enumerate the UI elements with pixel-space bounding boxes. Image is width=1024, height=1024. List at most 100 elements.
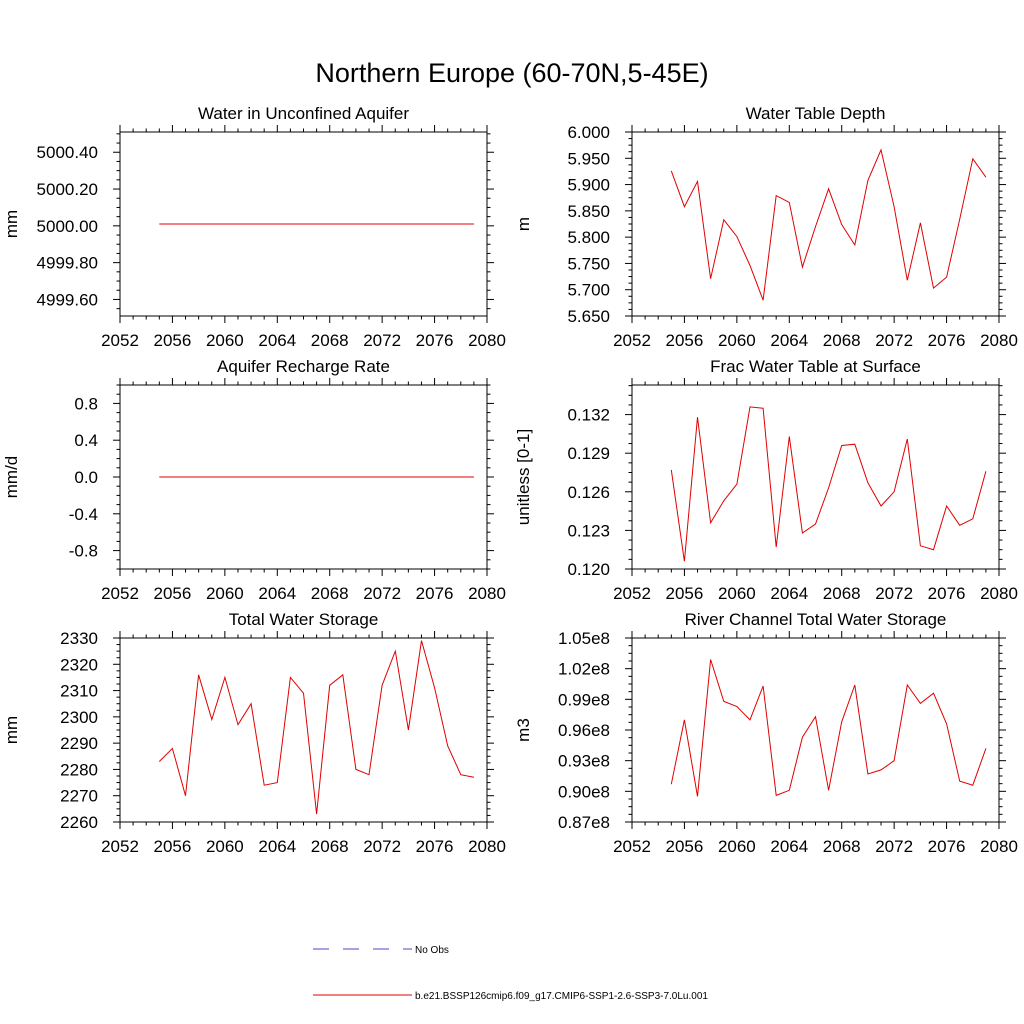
x-tick-label: 2068 <box>823 331 861 350</box>
x-tick-label: 2052 <box>613 837 651 856</box>
x-tick-label: 2072 <box>363 584 401 603</box>
x-tick-label: 2064 <box>770 331 808 350</box>
y-tick-label: 0.132 <box>567 406 610 425</box>
x-tick-label: 2056 <box>154 837 192 856</box>
y-tick-label: 0.126 <box>567 483 610 502</box>
series-line <box>670 659 987 797</box>
x-tick-label: 2072 <box>875 331 913 350</box>
y-tick-label: 2280 <box>60 760 98 779</box>
panel-title: Aquifer Recharge Rate <box>217 357 390 376</box>
y-axis-label: m <box>514 217 533 231</box>
x-tick-label: 2068 <box>311 584 349 603</box>
y-tick-label: 0.99e8 <box>558 690 610 709</box>
panel-6: River Channel Total Water Storage m3 2052 2… <box>514 610 1018 856</box>
x-tick-label: 2060 <box>718 584 756 603</box>
y-tick-label: 0.129 <box>567 444 610 463</box>
x-tick-label: 2064 <box>258 837 296 856</box>
x-tick-label: 2052 <box>613 584 651 603</box>
x-tick-label: 2076 <box>928 331 966 350</box>
x-tick-label: 2068 <box>311 331 349 350</box>
x-tick-label: 2056 <box>666 331 704 350</box>
x-tick-label: 2056 <box>666 837 704 856</box>
panels: Water in Unconfined Aquifer mm 2052 2056 206… <box>2 104 1018 856</box>
x-tick-label: 2060 <box>206 331 244 350</box>
y-tick-label: 2320 <box>60 655 98 674</box>
y-tick-label: 6.000 <box>567 123 610 142</box>
y-tick-label: 0.87e8 <box>558 813 610 832</box>
y-tick-label: 1.02e8 <box>558 660 610 679</box>
y-tick-label: 4999.60 <box>37 290 98 309</box>
y-tick-label: 5000.00 <box>37 217 98 236</box>
y-tick-label: 2270 <box>60 787 98 806</box>
y-tick-label: 2310 <box>60 682 98 701</box>
y-tick-label: 5.700 <box>567 281 610 300</box>
series-line <box>670 406 987 562</box>
x-tick-label: 2060 <box>718 331 756 350</box>
y-tick-label: 0.0 <box>74 468 98 487</box>
panel-1: Water in Unconfined Aquifer mm 2052 2056 206… <box>2 104 506 350</box>
y-tick-label: 0.8 <box>74 394 98 413</box>
x-tick-label: 2068 <box>823 584 861 603</box>
y-axis-label: unitless [0-1] <box>514 429 533 525</box>
y-tick-label: 2300 <box>60 708 98 727</box>
panel-5: Total Water Storage mm 2052 2056 2060 2064 206… <box>2 610 506 856</box>
x-tick-label: 2064 <box>770 837 808 856</box>
x-tick-label: 2080 <box>468 584 506 603</box>
x-tick-label: 2068 <box>823 837 861 856</box>
y-tick-label: 5.900 <box>567 176 610 195</box>
x-tick-label: 2080 <box>468 331 506 350</box>
panel-3: Aquifer Recharge Rate mm/d 2052 2056 2060 206… <box>2 357 506 603</box>
x-tick-label: 2052 <box>101 837 139 856</box>
y-tick-label: 0.120 <box>567 560 610 579</box>
y-tick-label: 4999.80 <box>37 254 98 273</box>
y-tick-label: 1.05e8 <box>558 629 610 648</box>
x-tick-label: 2072 <box>363 331 401 350</box>
panel-title: Water Table Depth <box>746 104 886 123</box>
x-tick-label: 2076 <box>416 837 454 856</box>
legend: No Obs b.e21.BSSP126cmip6.f09_g17.CMIP6-… <box>313 945 708 1002</box>
y-tick-label: 5.950 <box>567 149 610 168</box>
x-tick-label: 2060 <box>718 837 756 856</box>
y-tick-label: 5.800 <box>567 228 610 247</box>
y-tick-label: 0.93e8 <box>558 752 610 771</box>
panel-title: Total Water Storage <box>229 610 379 629</box>
y-tick-label: 2330 <box>60 629 98 648</box>
x-tick-label: 2076 <box>928 837 966 856</box>
x-tick-label: 2076 <box>416 584 454 603</box>
x-tick-label: 2052 <box>613 331 651 350</box>
x-tick-label: 2052 <box>101 331 139 350</box>
y-tick-label: 5.650 <box>567 307 610 326</box>
plot-frame <box>631 637 1000 823</box>
legend-label-no-obs: No Obs <box>415 945 449 956</box>
y-axis-label: mm <box>2 716 21 744</box>
y-tick-label: 5000.40 <box>37 143 98 162</box>
y-tick-label: -0.4 <box>69 505 98 524</box>
x-tick-label: 2080 <box>980 331 1018 350</box>
x-tick-label: 2072 <box>363 837 401 856</box>
x-tick-label: 2080 <box>468 837 506 856</box>
plot-frame <box>119 637 488 823</box>
y-tick-label: 0.123 <box>567 521 610 540</box>
x-tick-label: 2060 <box>206 584 244 603</box>
panel-title: River Channel Total Water Storage <box>685 610 947 629</box>
y-tick-label: -0.8 <box>69 542 98 561</box>
y-tick-label: 5.750 <box>567 254 610 273</box>
x-tick-label: 2060 <box>206 837 244 856</box>
panel-title: Frac Water Table at Surface <box>710 357 921 376</box>
plot-frame <box>631 384 1000 570</box>
x-tick-label: 2052 <box>101 584 139 603</box>
x-tick-label: 2056 <box>666 584 704 603</box>
y-axis-label: m3 <box>514 718 533 742</box>
x-tick-label: 2064 <box>770 584 808 603</box>
x-tick-label: 2076 <box>928 584 966 603</box>
x-tick-label: 2072 <box>875 837 913 856</box>
x-tick-label: 2056 <box>154 584 192 603</box>
y-tick-label: 0.96e8 <box>558 721 610 740</box>
panel-title: Water in Unconfined Aquifer <box>198 104 409 123</box>
x-tick-label: 2080 <box>980 584 1018 603</box>
panel-2: Water Table Depth m 2052 2056 2060 2064 2068 20… <box>514 104 1018 350</box>
y-axis-label: mm <box>2 210 21 238</box>
x-tick-label: 2076 <box>416 331 454 350</box>
y-tick-label: 0.4 <box>74 431 98 450</box>
